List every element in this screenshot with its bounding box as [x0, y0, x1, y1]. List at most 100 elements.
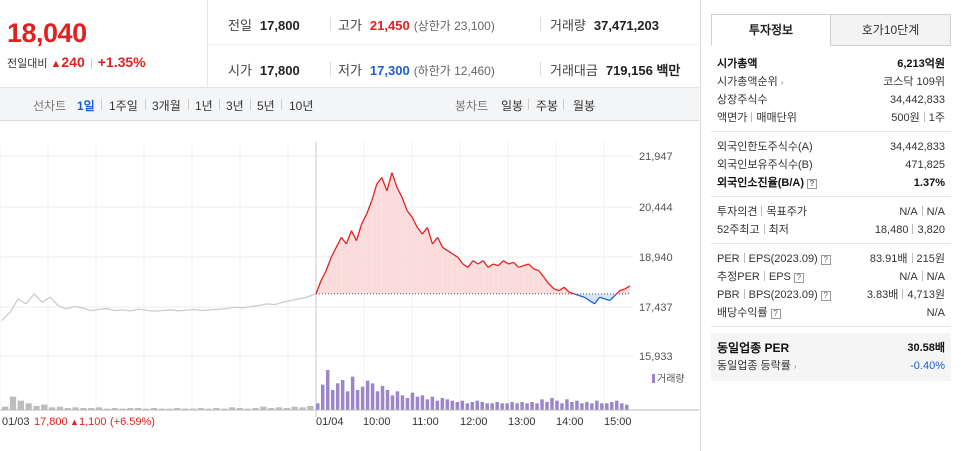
- investment-info-table: 시가총액 6,213억원 시가총액순위 › 코스닥 109위 상장주식수 34,442,…: [711, 53, 951, 381]
- period-3y[interactable]: 3년: [226, 99, 244, 113]
- x-tick-label: 10:00: [363, 416, 391, 428]
- today-volume-bar: [605, 403, 609, 410]
- today-series-line: [325, 257, 332, 271]
- table-row[interactable]: 시가총액순위 › 코스닥 109위: [717, 76, 945, 88]
- today-volume-bar: [316, 403, 320, 410]
- prev-day-volume-bar: [244, 408, 251, 410]
- prev-day-volume-bar: [72, 407, 79, 410]
- period-5y[interactable]: 5년: [257, 99, 275, 113]
- divider: [763, 224, 765, 234]
- help-icon[interactable]: ?: [820, 255, 831, 265]
- table-row: 52주최고 최저 18,480 3,820: [717, 224, 945, 236]
- prev-day-volume-bar: [228, 407, 236, 410]
- price-area-fill: [417, 227, 423, 294]
- candle-monthly[interactable]: 월봉: [573, 99, 596, 113]
- prev-day-volume-bar: [307, 406, 314, 410]
- foreign-ownership-group: 외국인한도주식수(A) 34,442,833 외국인보유주식수(B) 471,825…: [711, 132, 951, 197]
- divider: [921, 206, 923, 216]
- table-row: 동일업종 PER 30.58배: [717, 341, 945, 355]
- today-series-line: [487, 263, 494, 268]
- price-area-fill: [386, 172, 392, 294]
- today-series-line: [619, 288, 626, 292]
- today-volume-bar: [615, 400, 619, 410]
- today-series-line: [376, 177, 383, 185]
- divider: [912, 224, 914, 234]
- chart-lines: [1, 172, 631, 321]
- x-tick-label: 01/04: [316, 416, 344, 428]
- prev-day-volume-bar: [135, 408, 142, 410]
- today-series-line: [350, 230, 358, 241]
- period-10y[interactable]: 10년: [289, 99, 314, 113]
- price-area-fill: [478, 260, 484, 294]
- prev-day-volume-bar: [88, 408, 95, 410]
- divider: [219, 99, 220, 110]
- today-volume-bar: [375, 391, 380, 410]
- line-chart-label: 선차트: [33, 99, 67, 113]
- help-icon[interactable]: ?: [820, 291, 831, 301]
- table-row: PBR BPS(2023.09)? 3.83배 4,713원: [717, 289, 945, 301]
- prev-day-volume-bar: [56, 406, 64, 410]
- divider: [281, 99, 282, 110]
- today-series-line: [472, 260, 479, 265]
- price-area-fill: [574, 293, 580, 296]
- prev-day-volume-bar: [283, 408, 291, 410]
- help-icon[interactable]: ?: [770, 309, 781, 319]
- price-area-fill: [422, 227, 428, 294]
- today-volume-bar: [505, 403, 509, 410]
- table-row: 액면가 매매단위 500원 1주: [717, 112, 945, 124]
- table-row: 추정PER EPS? N/A N/A: [717, 271, 945, 283]
- prev-day-volume-bar: [299, 407, 306, 410]
- help-icon[interactable]: ?: [793, 273, 804, 283]
- divider: [563, 99, 564, 110]
- divider: [188, 99, 189, 110]
- opinion-group: 투자의견 목표주가 N/A N/A 52주최고 최저 18,480 3,820: [711, 197, 951, 244]
- today-series-line: [543, 276, 550, 285]
- price-area-fill: [462, 263, 468, 294]
- candle-weekly[interactable]: 주봉: [536, 99, 559, 113]
- table-row[interactable]: 동일업종 등락률 › -0.40%: [717, 360, 945, 372]
- today-series-line: [340, 236, 347, 245]
- period-1d[interactable]: 1일: [77, 99, 95, 113]
- price-area-fill: [498, 260, 504, 294]
- today-series-line: [518, 265, 524, 268]
- help-icon[interactable]: ?: [807, 179, 817, 189]
- today-series-line: [523, 263, 529, 267]
- price-area-fill: [361, 214, 367, 294]
- today-volume-bar: [590, 403, 594, 410]
- today-volume-bar: [325, 370, 330, 410]
- period-1y[interactable]: 1년: [195, 99, 213, 113]
- divider: [540, 62, 541, 76]
- divider: [751, 112, 753, 122]
- period-3m[interactable]: 3개월: [152, 99, 181, 113]
- today-volume-bar: [595, 400, 599, 410]
- price-chart-svg: 21,947 20,444 18,940 17,437 15,933 거래량 0…: [0, 142, 699, 428]
- price-area-fill: [427, 227, 433, 294]
- today-volume-bar: [460, 400, 465, 410]
- tab-orderbook-10[interactable]: 호가10단계: [830, 14, 951, 46]
- price-area-fill: [513, 262, 519, 294]
- today-volume-bar: [385, 390, 390, 410]
- y-tick-label: 20,444: [639, 202, 673, 214]
- prev-day-close: 17,800: [34, 416, 68, 428]
- prev-day-volume-bar: [252, 408, 259, 410]
- price-area-fill: [331, 247, 337, 294]
- today-volume-bar: [320, 384, 325, 410]
- price-area-fill: [528, 263, 534, 294]
- prev-day-volume-bar: [103, 408, 111, 410]
- prev-day-volume-bar: [33, 406, 40, 410]
- period-1w[interactable]: 1주일: [109, 99, 138, 113]
- today-volume-bar: [495, 402, 499, 410]
- divider: [145, 99, 146, 110]
- tab-investment-info[interactable]: 투자정보: [711, 14, 831, 46]
- candle-daily[interactable]: 일봉: [501, 99, 524, 113]
- x-tick-label: 15:00: [604, 416, 632, 428]
- today-volume-bar: [480, 402, 484, 410]
- today-series-line: [411, 217, 418, 228]
- price-area-fill: [452, 254, 458, 294]
- today-volume-bar: [360, 386, 365, 410]
- today-series-line: [503, 260, 509, 265]
- price-area-fill: [326, 257, 332, 294]
- price-area-fill: [589, 293, 595, 304]
- price-area-fill: [624, 285, 630, 294]
- prev-day-volume-bar: [260, 406, 267, 410]
